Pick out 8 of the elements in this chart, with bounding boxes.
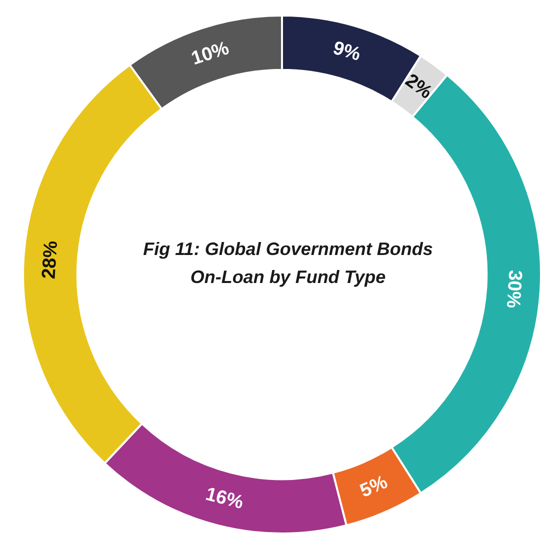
data-label: 10% bbox=[188, 38, 232, 70]
data-label: 2% bbox=[401, 70, 436, 104]
text: Fig 11: Global Government Bonds On-Loan by Fund Type bbox=[142, 238, 434, 289]
data-label: 28% bbox=[38, 240, 62, 280]
data-label: 5% bbox=[357, 472, 391, 502]
data-label: 30% bbox=[502, 269, 526, 309]
data-label: 16% bbox=[203, 484, 246, 514]
data-label: 9% bbox=[330, 38, 363, 66]
